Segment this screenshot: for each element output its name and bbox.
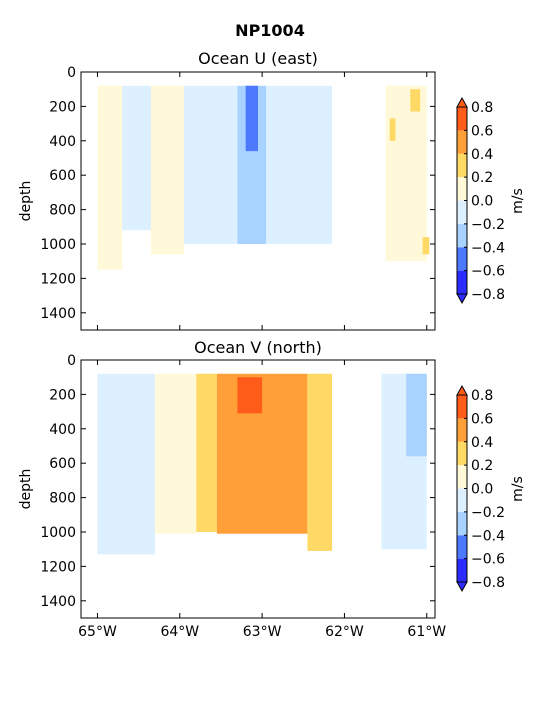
colorbar-tick-label: 0.0 (471, 194, 493, 210)
y-tick-label: 600 (49, 168, 76, 184)
colorbar-segment (457, 153, 467, 178)
y-tick-label: 0 (67, 353, 76, 369)
contour-region (245, 85, 258, 152)
y-tick-label: 200 (49, 387, 76, 403)
colorbar-segment (457, 441, 467, 466)
colorbar-tick-label: 0.6 (471, 411, 493, 427)
colorbar-segment (457, 223, 467, 248)
y-tick-label: 1000 (40, 237, 76, 253)
contour-region (97, 373, 156, 555)
contour-region (389, 118, 396, 141)
colorbar-segment (457, 395, 467, 419)
ocean-u-colorbar: m/s 0.8 0.6 0.4 0.2 0.0 −0.2 −0.4 −0.6 −0.8 (456, 96, 526, 305)
colorbar-segment (457, 130, 467, 154)
contour-region (97, 85, 123, 270)
plot-frame (80, 359, 436, 619)
colorbar-tick-label: −0.8 (471, 575, 505, 591)
x-tick-label: 63°W (243, 624, 282, 640)
contour-region (155, 373, 197, 534)
colorbar-segment (457, 107, 467, 131)
x-tick-label: 64°W (160, 624, 199, 640)
contour-region (266, 85, 333, 244)
x-tick-label: 61°W (407, 624, 446, 640)
y-tick-label: 1200 (40, 271, 76, 287)
colorbar-extend-min (456, 581, 468, 593)
ocean-u-panel: Ocean U (east) depth 0 200 400 600 800 1000 12… (18, 49, 436, 331)
y-tick-label: 1400 (40, 594, 76, 610)
colorbar-tick-label: −0.8 (471, 287, 505, 303)
colorbar-segment (457, 465, 467, 489)
colorbar-tick-label: −0.4 (471, 240, 505, 256)
contour-region (385, 85, 427, 262)
colorbar-extend-max (456, 384, 468, 396)
colorbar-segment (457, 270, 467, 294)
contour-region (122, 85, 151, 231)
y-tick-label: 800 (49, 491, 76, 507)
colorbar-tick-label: 0.8 (471, 100, 493, 116)
colorbar-extend-min (456, 293, 468, 305)
plot-frame (80, 71, 436, 331)
colorbar-unit-label: m/s (510, 188, 526, 214)
colorbar-tick-label: −0.2 (471, 505, 505, 521)
colorbar-tick-label: 0.0 (471, 482, 493, 498)
y-tick-label: 1000 (40, 525, 76, 541)
colorbar-tick-label: −0.6 (471, 552, 505, 568)
ocean-v-title: Ocean V (north) (194, 338, 322, 357)
y-tick-label: 800 (49, 203, 76, 219)
ocean-u-plot-area: 0 200 400 600 800 1000 1200 1400 (40, 65, 436, 331)
colorbar-tick-label: 0.4 (471, 147, 493, 163)
y-tick-label: 400 (49, 422, 76, 438)
contour-region (307, 373, 333, 551)
ocean-v-panel: Ocean V (north) depth 0 200 400 600 800 1000 1… (18, 338, 446, 640)
colorbar-tick-label: −0.2 (471, 217, 505, 233)
colorbar-unit-label: m/s (510, 476, 526, 502)
colorbar-segment (457, 558, 467, 582)
colorbar-segment (457, 535, 467, 559)
ocean-u-ylabel: depth (18, 181, 34, 222)
ocean-v-colorbar: m/s 0.8 0.6 0.4 0.2 0.0 −0.2 −0.4 −0.6 −0.8 (456, 384, 526, 593)
figure-title: NP1004 (235, 21, 305, 40)
y-tick-label: 400 (49, 134, 76, 150)
ocean-u-title: Ocean U (east) (198, 49, 318, 68)
colorbar-segment (457, 200, 467, 224)
colorbar-extend-max (456, 96, 468, 108)
colorbar-segment (457, 247, 467, 271)
contour-region (237, 377, 263, 414)
y-tick-label: 600 (49, 456, 76, 472)
colorbar-segment (457, 418, 467, 442)
contour-region (410, 89, 421, 112)
colorbar-segment (457, 511, 467, 536)
x-tick-label: 62°W (325, 624, 364, 640)
contour-region (183, 85, 238, 244)
ocean-v-ylabel: depth (18, 469, 34, 510)
colorbar-tick-label: 0.2 (471, 458, 493, 474)
y-tick-label: 200 (49, 99, 76, 115)
y-tick-label: 1400 (40, 306, 76, 322)
x-tick-label: 65°W (78, 624, 117, 640)
colorbar-tick-label: 0.6 (471, 123, 493, 139)
contour-region (196, 373, 217, 532)
contour-region (406, 373, 427, 457)
y-tick-label: 0 (67, 65, 76, 81)
colorbar-tick-label: 0.2 (471, 170, 493, 186)
colorbar-tick-label: −0.4 (471, 528, 505, 544)
colorbar-tick-label: 0.8 (471, 388, 493, 404)
colorbar-tick-label: 0.4 (471, 435, 493, 451)
colorbar-tick-label: −0.6 (471, 264, 505, 280)
colorbar-segment (457, 488, 467, 512)
contour-region (150, 85, 184, 255)
y-tick-label: 1200 (40, 559, 76, 575)
contour-region (422, 237, 430, 255)
colorbar-segment (457, 177, 467, 201)
